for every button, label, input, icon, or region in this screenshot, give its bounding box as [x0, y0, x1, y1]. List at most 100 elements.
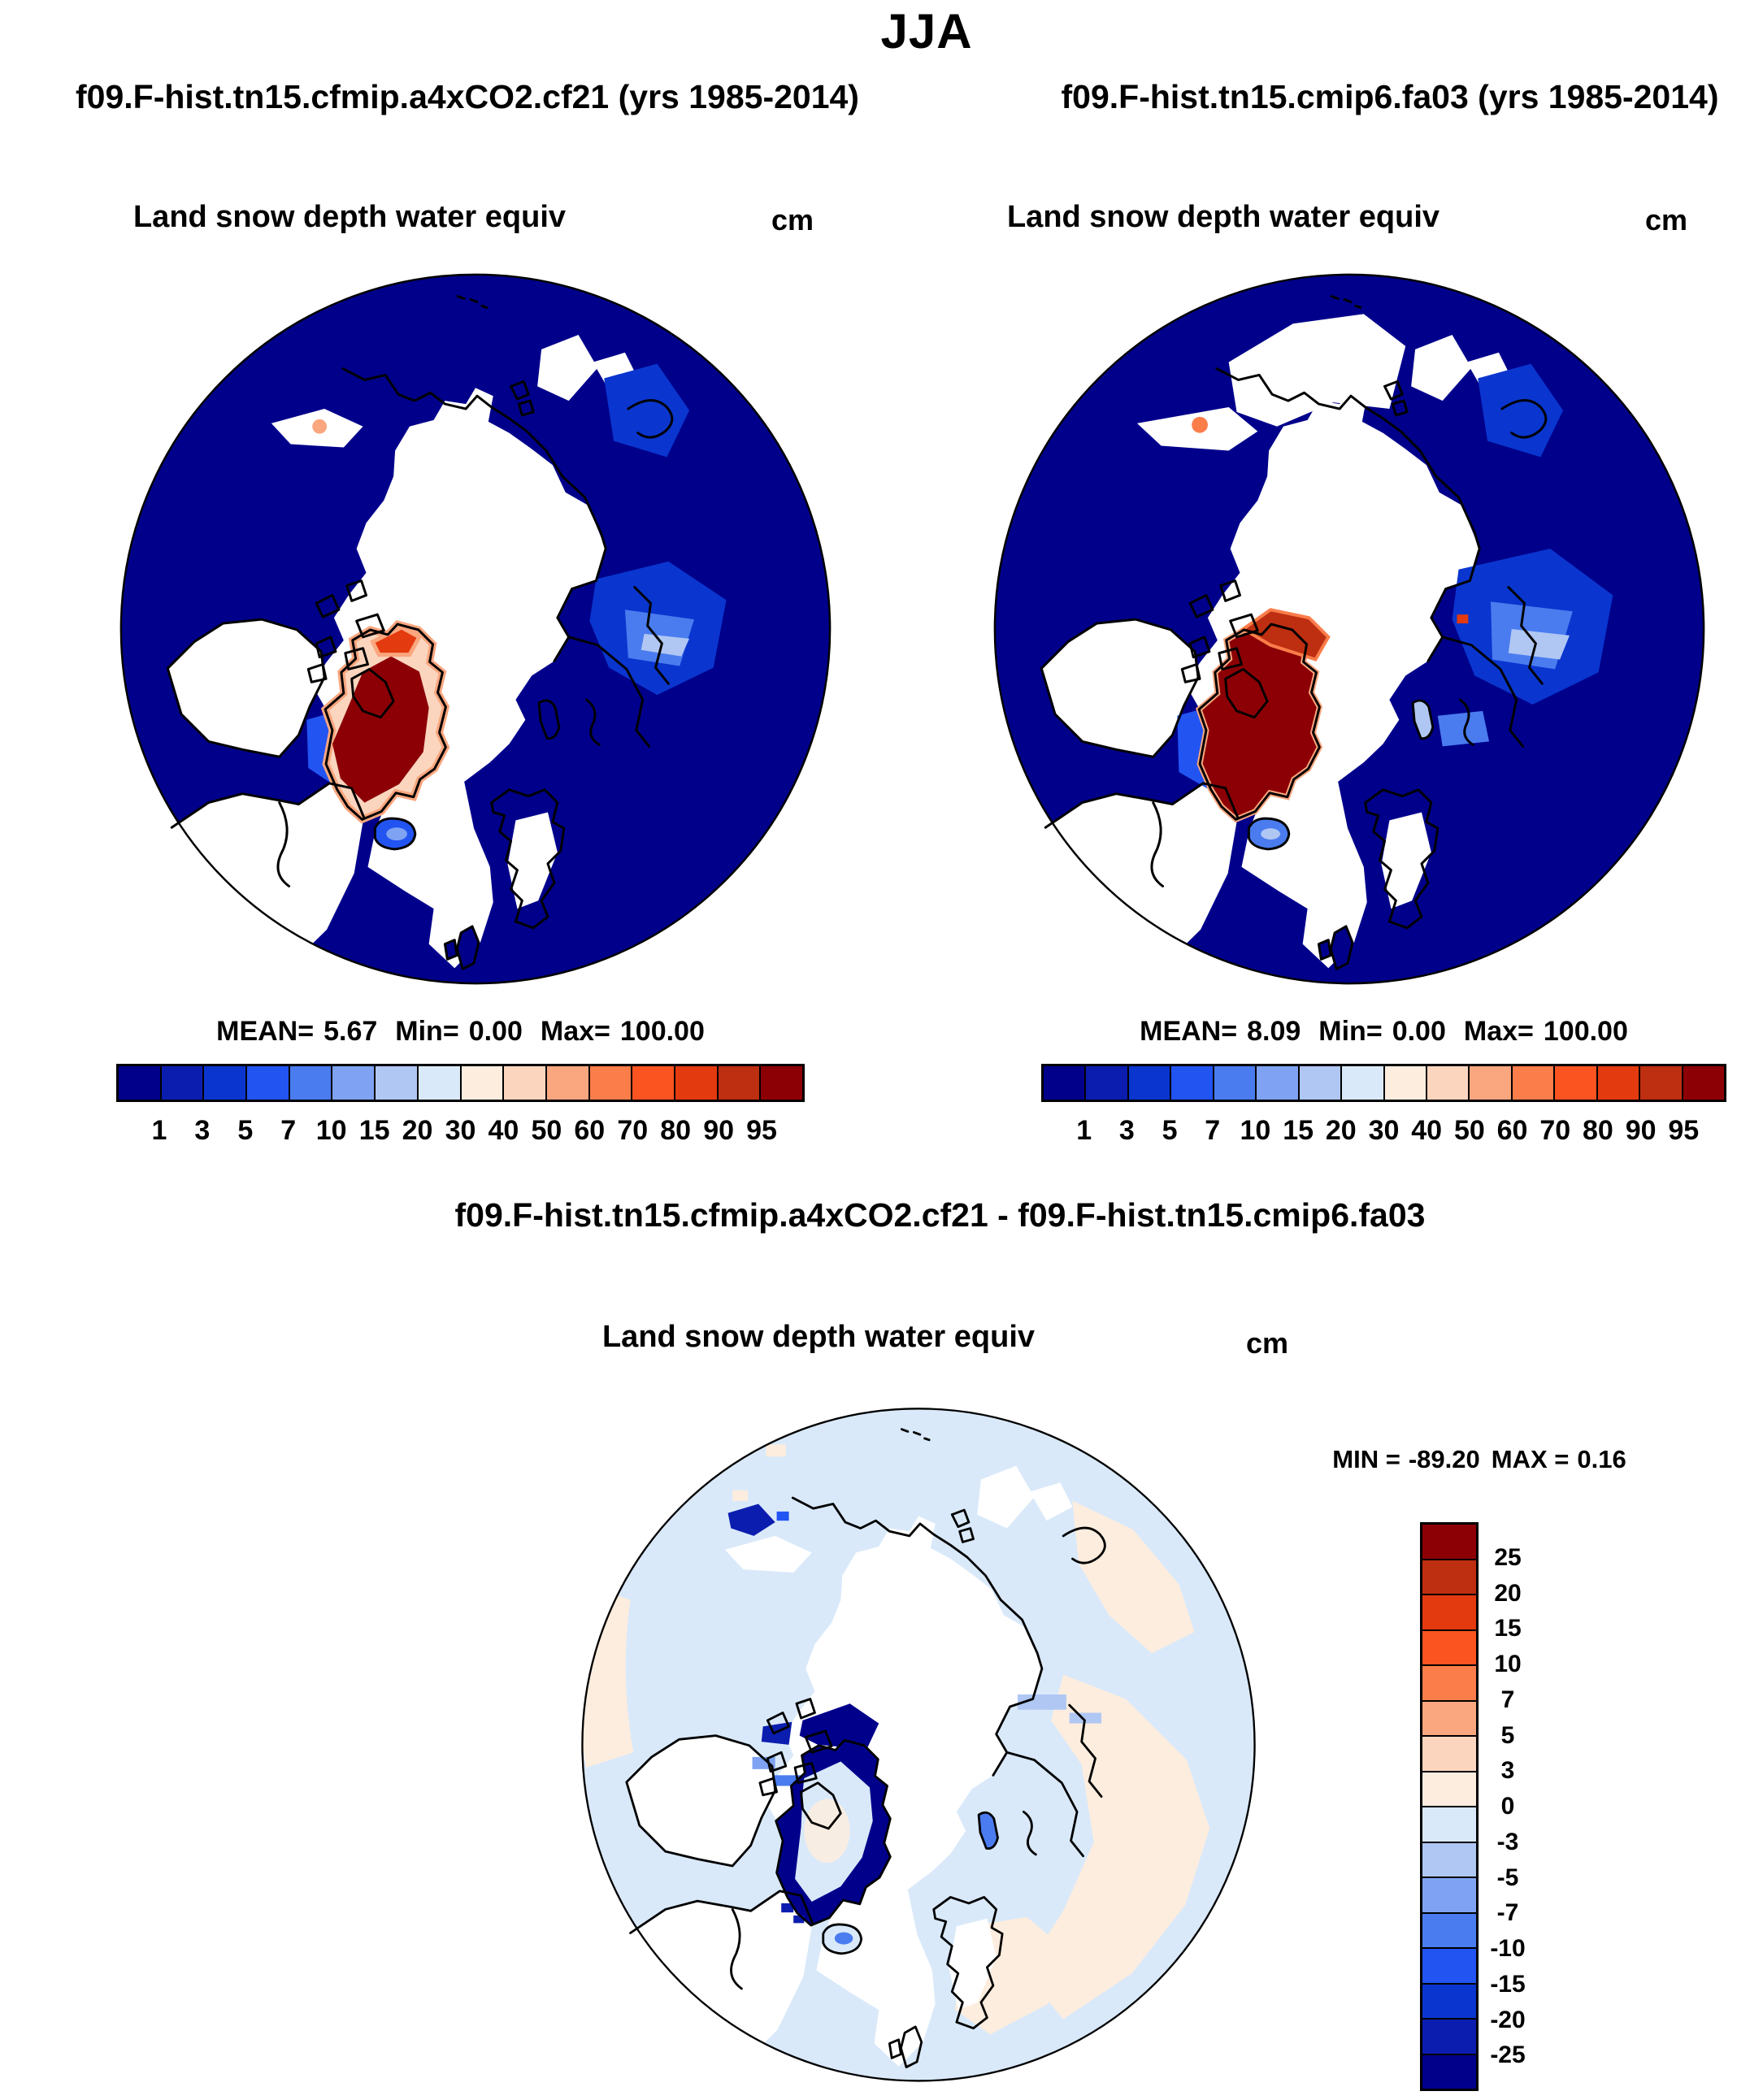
- max-label: Max=: [1463, 1016, 1534, 1047]
- colorbar-tick: 10: [1240, 1115, 1271, 1146]
- colorbar-cell: [1422, 1699, 1476, 1735]
- colorbar-tick: 5: [237, 1115, 254, 1146]
- colorbar-cell: [1422, 1664, 1476, 1700]
- colorbar-tick: 10: [1494, 1651, 1522, 1677]
- colorbar-cell: [1422, 1735, 1476, 1771]
- colorbar-cell: [1383, 1066, 1426, 1100]
- colorbar-left: [116, 1064, 805, 1102]
- colorbar-tick: 60: [574, 1115, 606, 1146]
- colorbar-cell: [1510, 1066, 1554, 1100]
- colorbar-cell: [459, 1066, 503, 1100]
- colorbar-cell: [202, 1066, 246, 1100]
- min-label: Min=: [395, 1016, 459, 1047]
- colorbar-cell: [1425, 1066, 1469, 1100]
- colorbar-cell: [1422, 1911, 1476, 1947]
- colorbar-diff: [1420, 1522, 1479, 2091]
- colorbar-cell: [1084, 1066, 1127, 1100]
- colorbar-tick: 50: [1453, 1115, 1485, 1146]
- colorbar-cell: [1422, 1770, 1476, 1806]
- units-label-right: cm: [1644, 203, 1688, 236]
- min-value: -89.20: [1408, 1445, 1480, 1473]
- max-label: MAX =: [1491, 1445, 1570, 1473]
- colorbar-tick: 40: [1411, 1115, 1443, 1146]
- colorbar-tick: -7: [1496, 1899, 1519, 1927]
- run-title-left: f09.F-hist.tn15.cfmip.a4xCO2.cf21 (yrs 1…: [76, 78, 859, 115]
- colorbar-cell: [1422, 2053, 1476, 2089]
- mean-value: 8.09: [1247, 1016, 1301, 1047]
- colorbar-cell: [1422, 1982, 1476, 2018]
- colorbar-tick: 30: [445, 1115, 476, 1146]
- colorbar-tick: 3: [194, 1115, 211, 1146]
- min-label: MIN =: [1332, 1445, 1400, 1473]
- colorbar-cell: [1422, 1877, 1476, 1912]
- colorbar-tick: 15: [1283, 1115, 1314, 1146]
- colorbar-tick: 40: [488, 1115, 519, 1146]
- colorbar-tick: 90: [1625, 1115, 1657, 1146]
- colorbar-tick: 3: [1118, 1115, 1135, 1146]
- colorbar-cell: [1127, 1066, 1170, 1100]
- colorbar-tick: 7: [1205, 1115, 1221, 1146]
- units-label-left: cm: [771, 203, 814, 236]
- colorbar-tick: 70: [617, 1115, 649, 1146]
- run-title-right: f09.F-hist.tn15.cmip6.fa03 (yrs 1985-201…: [1061, 78, 1719, 115]
- field-title-left: Land snow depth water equiv: [132, 200, 567, 234]
- max-value: 100.00: [619, 1016, 705, 1047]
- colorbar-tick: 90: [703, 1115, 735, 1146]
- colorbar-cell: [416, 1066, 460, 1100]
- colorbar-cell: [1170, 1066, 1213, 1100]
- colorbar-cell: [245, 1066, 289, 1100]
- colorbar-cell: [502, 1066, 545, 1100]
- colorbar-tick: -3: [1496, 1828, 1519, 1855]
- colorbar-cell: [1422, 1841, 1476, 1877]
- map-left: [119, 273, 832, 985]
- colorbar-cell: [1422, 1594, 1476, 1629]
- colorbar-cell: [1422, 2018, 1476, 2054]
- colorbar-tick: 95: [1668, 1115, 1700, 1146]
- colorbar-cell: [119, 1066, 160, 1100]
- colorbar-cell: [159, 1066, 203, 1100]
- colorbar-cell: [759, 1066, 802, 1100]
- colorbar-cell: [588, 1066, 632, 1100]
- colorbar-cell: [673, 1066, 717, 1100]
- colorbar-tick: 0: [1500, 1793, 1515, 1820]
- colorbar-cell: [1422, 1525, 1476, 1559]
- colorbar-tick: 95: [746, 1115, 777, 1146]
- colorbar-tick: 60: [1496, 1115, 1528, 1146]
- colorbar-tick: -10: [1490, 1935, 1526, 1962]
- stats-right: MEAN= 8.09 Min= 0.00 Max= 100.00: [1041, 1016, 1726, 1048]
- colorbar-tick: 7: [280, 1115, 297, 1146]
- colorbar-tick: 1: [151, 1115, 167, 1146]
- colorbar-tick: -20: [1490, 2006, 1526, 2033]
- colorbar-tick: 30: [1368, 1115, 1400, 1146]
- colorbar-tick: 20: [402, 1115, 433, 1146]
- colorbar-cell: [1596, 1066, 1639, 1100]
- colorbar-cell: [1340, 1066, 1383, 1100]
- min-value: 0.00: [1392, 1016, 1446, 1047]
- colorbar-tick: -5: [1496, 1864, 1519, 1891]
- colorbar-tick: 70: [1539, 1115, 1571, 1146]
- colorbar-cell: [631, 1066, 674, 1100]
- map-right: [993, 273, 1705, 985]
- colorbar-cell: [1468, 1066, 1511, 1100]
- colorbar-ticks-right: 1 3 5 7 10 15 20 30 40 50 60 70 80 90 95: [1041, 1115, 1726, 1152]
- colorbar-ticks-left: 1 3 5 7 10 15 20 30 40 50 60 70 80 90 95: [116, 1115, 805, 1152]
- colorbar-cell: [1422, 1947, 1476, 1983]
- colorbar-tick: -25: [1490, 2041, 1526, 2069]
- max-label: Max=: [540, 1016, 610, 1047]
- min-label: Min=: [1318, 1016, 1383, 1047]
- colorbar-cell: [1297, 1066, 1341, 1100]
- units-label-diff: cm: [1245, 1326, 1289, 1360]
- colorbar-tick: 5: [1162, 1115, 1178, 1146]
- colorbar-cell: [1044, 1066, 1085, 1100]
- colorbar-tick: 7: [1500, 1686, 1515, 1713]
- colorbar-cell: [1553, 1066, 1596, 1100]
- colorbar-right: [1041, 1064, 1726, 1102]
- field-title-diff: Land snow depth water equiv: [601, 1320, 1036, 1354]
- colorbar-cell: [1681, 1066, 1724, 1100]
- max-value: 100.00: [1543, 1016, 1628, 1047]
- figure-title: JJA: [880, 4, 973, 59]
- field-title-right: Land snow depth water equiv: [1006, 200, 1440, 234]
- colorbar-ticks-diff: 25 20 15 10 7 5 3 0 -3 -5 -7 -10 -15 -20 -25: [1463, 1522, 1552, 2091]
- colorbar-tick: 15: [1494, 1615, 1522, 1642]
